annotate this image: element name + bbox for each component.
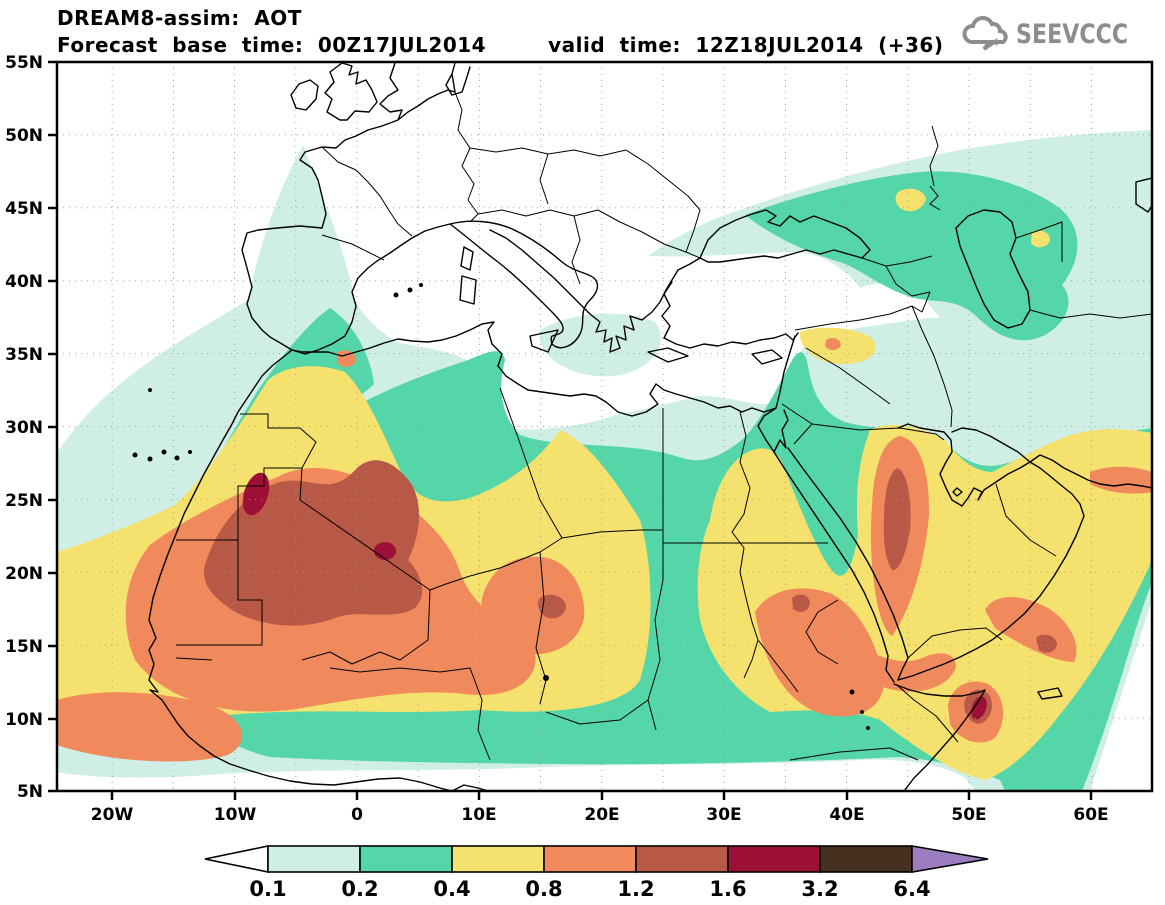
lat-tick-label: 25N bbox=[5, 491, 43, 511]
lat-tick-label: 55N bbox=[5, 53, 43, 73]
aot-legend: 0.1 0.2 0.4 0.8 1.2 1.6 3.2 6.4 bbox=[204, 845, 989, 901]
aot-region-l4-morocco-spot bbox=[337, 350, 356, 368]
plot-subtitle: Forecast base time: 00Z17JUL2014 valid ti… bbox=[57, 33, 944, 57]
lon-tick-label: 0 bbox=[351, 805, 363, 825]
lon-tick-label: 20W bbox=[91, 805, 134, 825]
aot-region-l4-hormuz-edge bbox=[1090, 466, 1152, 494]
lon-tick-label: 10W bbox=[214, 805, 257, 825]
seevccc-logo: SEEVCCC bbox=[960, 16, 1153, 52]
legend-underflow-arrow bbox=[204, 845, 269, 873]
legend-value-label: 3.2 bbox=[801, 877, 838, 901]
aot-filled-contours bbox=[57, 62, 1152, 791]
graticule bbox=[57, 62, 1152, 791]
aot-region-l5-oman-spot bbox=[1036, 634, 1057, 653]
lon-tick-label: 50E bbox=[951, 805, 986, 825]
aot-region-l3-sudan-inner-spot bbox=[754, 565, 782, 593]
legend-value-label: 1.2 bbox=[617, 877, 654, 901]
plot-title: DREAM8-assim: AOT bbox=[57, 6, 302, 30]
aot-region-l6-somalia-spot bbox=[971, 696, 987, 720]
legend-swatch bbox=[727, 845, 821, 873]
valid-time: valid time: 12Z18JUL2014 (+36) bbox=[548, 33, 944, 57]
lat-tick-label: 50N bbox=[5, 126, 43, 146]
legend-swatch bbox=[359, 845, 453, 873]
rivers bbox=[731, 125, 941, 693]
aot-region-l4-chad bbox=[481, 556, 585, 655]
lon-tick-label: 30E bbox=[706, 805, 741, 825]
legend-value-label: 6.4 bbox=[893, 877, 930, 901]
aot-region-l5-saudi-core bbox=[883, 468, 911, 571]
legend-value-label: 0.1 bbox=[249, 877, 286, 901]
lat-tick-label: 5N bbox=[17, 782, 43, 802]
islands bbox=[132, 283, 870, 730]
aot-region-l5-sudan-spot bbox=[792, 594, 810, 612]
legend-swatch bbox=[451, 845, 545, 873]
legend-value-label: 1.6 bbox=[709, 877, 746, 901]
lat-tick-label: 10N bbox=[5, 710, 43, 730]
forecast-base-time: Forecast base time: 00Z17JUL2014 bbox=[57, 33, 487, 57]
legend-value-label: 0.4 bbox=[433, 877, 470, 901]
aot-region-l4-syria-spot bbox=[825, 337, 841, 351]
map-axes: 55N 50N 45N 40N 35N 30N 25N 20N 15N 10N 5N 20W 10W 0 1… bbox=[5, 53, 1109, 825]
aot-region-l6-mauritania-spot bbox=[242, 472, 270, 516]
legend-swatch bbox=[819, 845, 913, 873]
lon-tick-label: 20E bbox=[584, 805, 619, 825]
lat-tick-label: 15N bbox=[5, 637, 43, 657]
aot-region-l2-russia-caspian bbox=[745, 171, 1078, 341]
lon-tick-label: 60E bbox=[1073, 805, 1108, 825]
legend-swatch bbox=[543, 845, 637, 873]
aot-region-l6-air-spot bbox=[374, 542, 396, 560]
legend-swatch bbox=[635, 845, 729, 873]
coastlines bbox=[148, 62, 1152, 791]
lat-tick-label: 40N bbox=[5, 272, 43, 292]
lat-tick-label: 35N bbox=[5, 345, 43, 365]
lat-tick-label: 20N bbox=[5, 564, 43, 584]
legend-overflow-arrow bbox=[911, 845, 989, 873]
lon-tick-label: 40E bbox=[829, 805, 864, 825]
aot-region-l4-senegal-coast bbox=[57, 692, 243, 762]
country-borders bbox=[175, 91, 1152, 761]
legend-value-label: 0.2 bbox=[341, 877, 378, 901]
lat-tick-label: 45N bbox=[5, 199, 43, 219]
legend-value-label: 0.8 bbox=[525, 877, 562, 901]
logo-text: SEEVCCC bbox=[1016, 18, 1129, 50]
legend-swatch bbox=[267, 845, 361, 873]
lon-tick-label: 10E bbox=[461, 805, 496, 825]
aot-region-l3-caspian-east-spot bbox=[1031, 230, 1050, 248]
aot-region-l5-chad-spot bbox=[537, 594, 566, 619]
cloud-icon bbox=[962, 16, 1008, 51]
aot-region-l3-volga-spot bbox=[895, 188, 926, 212]
aot-region-l4-yemen-redsea bbox=[845, 642, 956, 692]
lat-tick-label: 30N bbox=[5, 418, 43, 438]
